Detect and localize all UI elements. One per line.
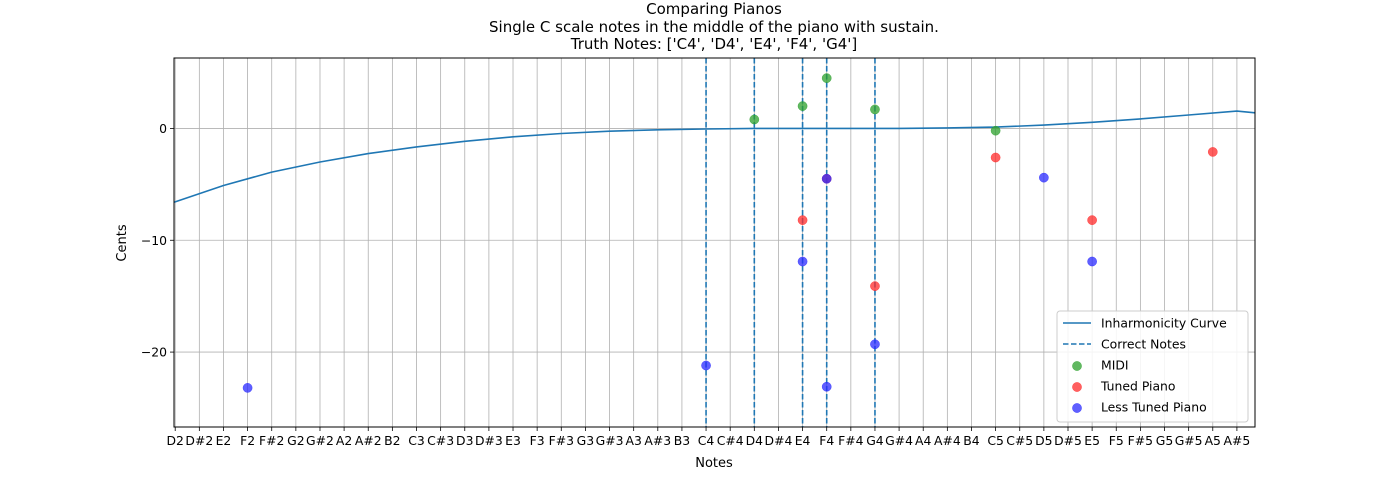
x-tick-label: A#3 (644, 433, 671, 448)
tuned-piano-point (870, 281, 880, 291)
tuned-piano-point (1207, 147, 1218, 157)
x-tick-label: A#2 (355, 433, 382, 448)
x-tick-label: A5 (1205, 433, 1221, 448)
x-tick-label: E3 (505, 433, 521, 448)
midi-point (990, 125, 1001, 136)
tuned-piano-point (797, 215, 808, 225)
x-tick-label: F#5 (1128, 433, 1153, 448)
x-tick-label: D#2 (185, 433, 213, 448)
midi-point (749, 114, 760, 125)
x-tick-label: C5 (987, 433, 1004, 448)
x-tick-label: D5 (1035, 433, 1052, 448)
x-tick-label: F3 (530, 433, 545, 448)
tuned-piano-point (1087, 215, 1097, 225)
x-tick-label: D#4 (765, 433, 793, 448)
x-tick-label: B3 (674, 433, 690, 448)
chart-truth-notes: Truth Notes: ['C4', 'D4', 'E4', 'F4', 'G… (570, 35, 858, 53)
legend-box (1056, 310, 1249, 423)
x-tick-label: C#4 (717, 433, 744, 448)
less-tuned-piano-point (797, 256, 808, 267)
plot-series (173, 58, 1256, 427)
less-tuned-piano-point (701, 360, 711, 371)
legend-label-less-tuned-piano: Less Tuned Piano (1101, 400, 1207, 415)
less-tuned-piano-point (870, 339, 880, 350)
y-tick-label: 0 (159, 121, 167, 136)
x-tick-label: D4 (746, 433, 764, 448)
x-tick-label: F#2 (259, 433, 284, 448)
legend-swatch-less-tuned-piano (1072, 403, 1082, 413)
x-tick-label: E2 (216, 433, 232, 448)
x-tick-label: A4 (915, 433, 931, 448)
x-tick-label: G#2 (306, 433, 334, 448)
legend-label-correct-notes: Correct Notes (1101, 337, 1186, 352)
inharmonicity-curve (173, 110, 1256, 203)
legend-swatch-tuned-piano (1072, 382, 1082, 392)
x-tick-label: C#3 (427, 433, 454, 448)
tuned-piano-point (990, 152, 1001, 163)
x-tick-label: D3 (456, 433, 473, 448)
x-tick-label: F#4 (838, 433, 864, 448)
legend-label-tuned-piano: Tuned Piano (1100, 379, 1176, 394)
y-tick-label: −10 (141, 233, 167, 248)
x-tick-label: C4 (698, 433, 715, 448)
less-tuned-piano-point (821, 381, 832, 392)
x-tick-label: G5 (1156, 433, 1174, 448)
chart-title: Comparing Pianos (646, 0, 782, 18)
x-tick-label: A#5 (1224, 433, 1251, 448)
less-tuned-piano-point (1087, 256, 1097, 267)
x-tick-label: G#3 (596, 433, 624, 448)
x-tick-label: E4 (795, 433, 811, 448)
x-tick-label: D#5 (1054, 433, 1082, 448)
x-axis-label: Notes (695, 456, 733, 471)
less-tuned-piano-point (821, 173, 832, 184)
midi-point (870, 104, 880, 115)
x-tick-label: D#3 (475, 433, 503, 448)
x-tick-label: C3 (408, 433, 425, 448)
x-tick-label: G2 (287, 433, 305, 448)
y-axis-label: Cents (115, 224, 130, 261)
x-tick-label: G#5 (1175, 433, 1203, 448)
chart-title-block: Comparing Pianos Single C scale notes in… (489, 0, 939, 53)
x-tick-label: F5 (1109, 433, 1124, 448)
x-tick-label: G3 (577, 433, 595, 448)
y-tick-label: −20 (141, 345, 167, 360)
midi-point (797, 101, 808, 111)
x-tick-label: B2 (384, 433, 400, 448)
chart-subtitle: Single C scale notes in the middle of th… (489, 18, 939, 36)
x-tick-label: G4 (866, 433, 884, 448)
x-tick-label: F#3 (549, 433, 574, 448)
midi-point (821, 73, 832, 83)
x-tick-label: E5 (1084, 433, 1100, 448)
less-tuned-piano-point (1039, 172, 1049, 183)
x-tick-label: F2 (240, 433, 255, 448)
legend-label-midi: MIDI (1101, 358, 1129, 373)
x-tick-label: A2 (336, 433, 352, 448)
x-tick-label: A3 (625, 433, 641, 448)
x-tick-label: F4 (819, 433, 834, 448)
x-tick-label: B4 (963, 433, 980, 448)
x-tick-label: D2 (166, 433, 183, 448)
axes: D2 D#2 E2 F2 F#2 G2 G#2 A2 A#2 B2 C3 C#3 D3 D#3 E3 F3 F#… (141, 121, 1250, 448)
x-tick-label: A#4 (934, 433, 961, 448)
legend: Inharmonicity Curve Correct Notes MIDI Tune… (1056, 310, 1249, 423)
legend-label-inharmonicity-curve: Inharmonicity Curve (1101, 316, 1227, 331)
less-tuned-piano-point (242, 383, 253, 393)
legend-swatch-midi (1072, 361, 1082, 371)
x-tick-label: C#5 (1006, 433, 1033, 448)
plot-frame (173, 57, 1256, 428)
x-tick-label: G#4 (885, 433, 913, 448)
